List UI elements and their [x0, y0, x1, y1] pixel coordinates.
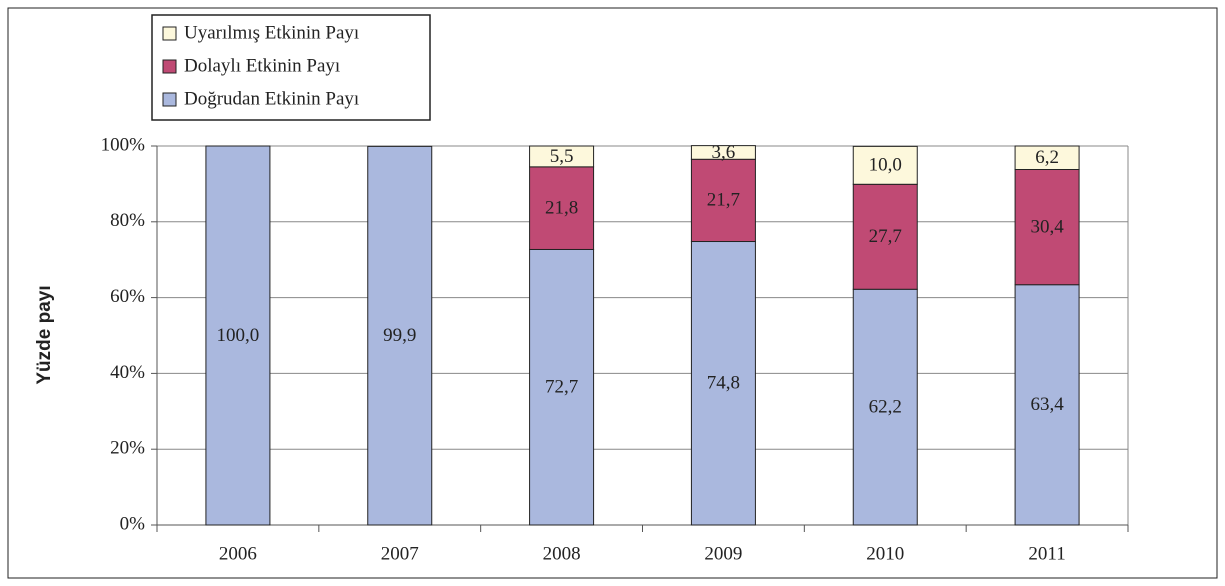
- legend-swatch: [162, 92, 177, 107]
- data-label: 99,9: [383, 325, 416, 346]
- bar-segment: [367, 145, 433, 526]
- data-label: 30,4: [1030, 216, 1064, 237]
- y-tick-label: 0%: [120, 513, 146, 534]
- legend-swatch: [162, 26, 177, 41]
- data-label: 6,2: [1035, 147, 1059, 168]
- x-tick-label: 2006: [219, 543, 257, 564]
- bar-segment: [529, 166, 595, 250]
- legend-label: Dolaylı Etkinin Payı: [184, 55, 340, 76]
- x-tick-label: 2008: [543, 543, 581, 564]
- data-label: 21,7: [707, 190, 740, 211]
- legend-box: [151, 14, 431, 121]
- data-label: 74,8: [707, 373, 740, 394]
- y-tick-label: 40%: [110, 362, 145, 383]
- bar-segment: [1014, 284, 1080, 526]
- data-label: 5,5: [550, 146, 574, 167]
- bar-segment: [690, 145, 756, 160]
- x-tick-label: 2010: [866, 543, 904, 564]
- bar-segment: [852, 183, 918, 290]
- y-tick-label: 100%: [101, 134, 146, 155]
- x-tick-label: 2009: [704, 543, 742, 564]
- y-tick-label: 60%: [110, 286, 145, 307]
- data-label: 100,0: [217, 325, 260, 346]
- x-tick-label: 2011: [1028, 543, 1065, 564]
- data-label: 63,4: [1030, 394, 1064, 415]
- data-label: 27,7: [869, 226, 902, 247]
- data-label: 62,2: [869, 396, 902, 417]
- legend-swatch: [162, 59, 177, 74]
- data-label: 10,0: [869, 155, 902, 176]
- y-tick-label: 20%: [110, 438, 145, 459]
- bar-segment: [205, 145, 271, 526]
- bar-segment: [1014, 145, 1080, 170]
- legend-label: Doğrudan Etkinin Payı: [184, 88, 359, 109]
- bar-segment: [852, 288, 918, 526]
- y-tick-label: 80%: [110, 210, 145, 231]
- data-label: 21,8: [545, 198, 578, 219]
- y-axis-title: Yüzde payı: [34, 285, 55, 384]
- bar-segment: [690, 158, 756, 243]
- bar-segment: [852, 145, 918, 185]
- bar-segment: [529, 145, 595, 168]
- data-label: 72,7: [545, 377, 578, 398]
- bar-segment: [1014, 168, 1080, 286]
- x-tick-label: 2007: [381, 543, 419, 564]
- legend-label: Uyarılmış Etkinin Payı: [184, 22, 359, 43]
- data-label: 3,6: [712, 142, 736, 163]
